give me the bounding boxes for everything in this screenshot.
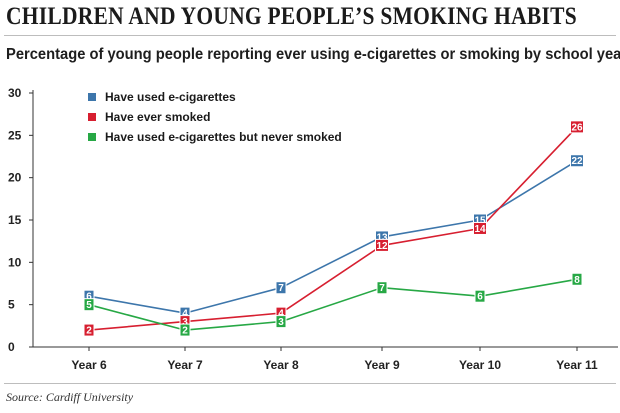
y-tick-label: 20 xyxy=(8,171,22,185)
source-note: Source: Cardiff University xyxy=(6,390,134,404)
data-label: 4 xyxy=(278,309,284,320)
data-point-marker xyxy=(376,281,388,295)
x-tick-label: Year 7 xyxy=(167,358,203,372)
data-point: 8 xyxy=(571,272,583,286)
series-line xyxy=(88,126,578,331)
data-point-marker xyxy=(473,221,487,235)
data-label: 12 xyxy=(376,241,388,252)
data-point: 3 xyxy=(275,315,287,329)
data-point: 6 xyxy=(474,289,486,303)
x-tick-label: Year 11 xyxy=(556,358,598,372)
chart-legend: Have used e-cigarettes Have ever smoked Ha… xyxy=(88,90,342,144)
data-point-marker xyxy=(83,323,95,337)
x-tick-label: Year 6 xyxy=(71,358,107,372)
data-label: 3 xyxy=(182,317,188,328)
data-point-marker xyxy=(275,315,287,329)
data-point: 7 xyxy=(376,281,388,295)
data-label: 7 xyxy=(278,283,284,294)
data-point-marker xyxy=(570,154,584,168)
footer-divider xyxy=(4,383,616,384)
data-label: 3 xyxy=(278,317,284,328)
data-point: 2 xyxy=(83,323,95,337)
data-label: 6 xyxy=(477,292,483,303)
data-label: 15 xyxy=(474,216,486,227)
y-tick-label: 0 xyxy=(8,340,15,354)
data-label: 2 xyxy=(182,326,188,337)
data-label: 5 xyxy=(86,300,92,311)
data-label: 6 xyxy=(86,292,92,303)
chart-subtitle: Percentage of young people reporting eve… xyxy=(6,46,620,63)
y-tick-label: 5 xyxy=(8,298,15,312)
legend-label: Have used e-cigarettes xyxy=(105,90,236,104)
legend-swatch xyxy=(88,113,96,121)
y-tick-label: 10 xyxy=(8,255,22,269)
data-point-marker xyxy=(83,298,95,312)
data-label: 22 xyxy=(571,156,583,167)
data-label: 8 xyxy=(574,275,580,286)
data-point: 22 xyxy=(570,154,584,168)
data-point-marker xyxy=(570,120,584,134)
data-point-marker xyxy=(275,281,287,295)
data-point-marker xyxy=(571,272,583,286)
legend-label: Have used e-cigarettes but never smoked xyxy=(105,130,342,144)
data-label: 14 xyxy=(474,224,486,235)
data-point-marker xyxy=(179,323,191,337)
y-tick-label: 30 xyxy=(8,86,22,100)
x-tick-label: Year 9 xyxy=(364,358,400,372)
data-point-marker xyxy=(375,238,389,252)
data-point: 14 xyxy=(473,221,487,235)
chart-title: CHILDREN AND YOUNG PEOPLE’S SMOKING HABI… xyxy=(6,3,577,30)
data-label: 13 xyxy=(376,232,388,243)
data-point: 2 xyxy=(179,323,191,337)
legend-swatch xyxy=(88,133,96,141)
y-tick-label: 25 xyxy=(8,128,22,142)
y-tick-label: 15 xyxy=(8,213,22,227)
title-divider xyxy=(4,35,616,36)
data-label: 26 xyxy=(571,122,583,133)
series-line xyxy=(88,160,578,314)
series-line xyxy=(88,278,578,331)
x-tick-label: Year 10 xyxy=(459,358,501,372)
data-point-marker xyxy=(474,289,486,303)
data-label: 2 xyxy=(86,326,92,337)
legend-label: Have ever smoked xyxy=(105,110,210,124)
data-label: 4 xyxy=(182,309,188,320)
data-point: 5 xyxy=(83,298,95,312)
data-point: 7 xyxy=(275,281,287,295)
chart-series-lines xyxy=(88,126,578,331)
data-label: 7 xyxy=(379,283,385,294)
data-point: 26 xyxy=(570,120,584,134)
x-tick-label: Year 8 xyxy=(263,358,299,372)
data-point: 12 xyxy=(375,238,389,252)
legend-swatch xyxy=(88,93,96,101)
